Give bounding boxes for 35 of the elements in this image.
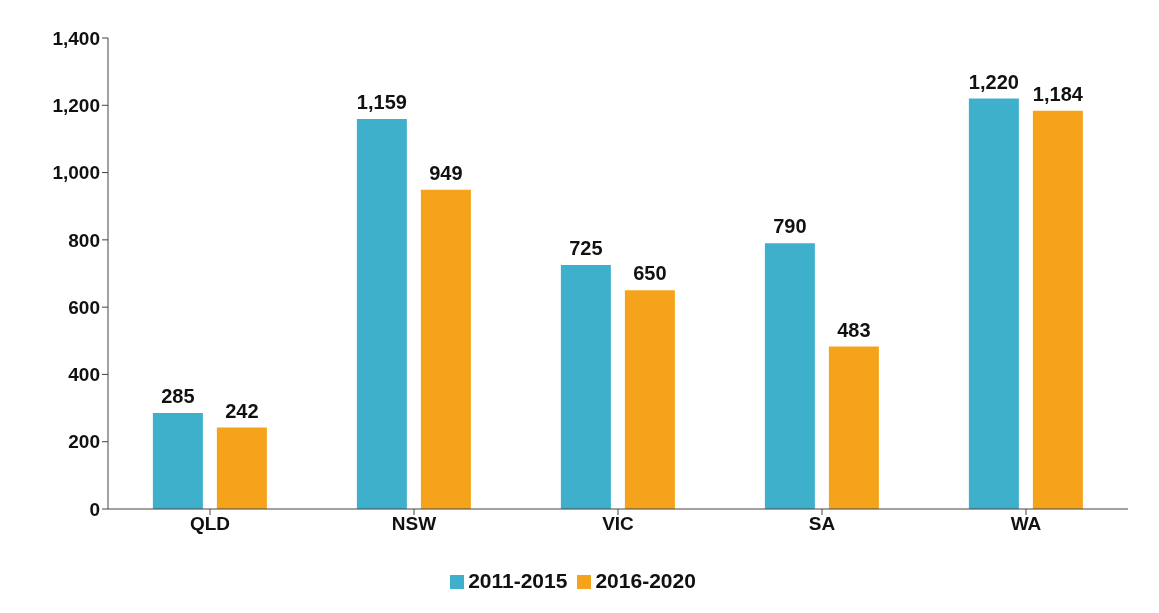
y-tick-label: 200 [68,431,100,453]
data-label: 1,159 [356,91,407,114]
y-tick-label: 1,000 [52,162,100,184]
y-tick-label: 400 [68,364,100,386]
bar [968,98,1019,509]
bar [560,265,611,509]
data-label: 650 [633,262,667,285]
y-tick-label: 600 [68,296,100,318]
bar [420,189,471,509]
bar [828,346,879,509]
y-tick-label: 0 [89,498,100,520]
x-tick-label: WA [1010,513,1042,535]
data-label: 242 [225,399,259,422]
data-label: 790 [773,215,807,238]
y-tick-label: 1,400 [52,27,100,49]
bar [764,243,815,509]
bar [152,413,203,509]
bar [624,290,675,509]
x-tick-label: QLD [189,513,231,535]
y-tick-label: 1,200 [52,95,100,117]
data-label: 725 [569,237,603,260]
data-label: 483 [837,318,871,341]
x-tick-label: SA [808,513,836,535]
data-label: 285 [161,385,195,408]
data-label: 949 [429,161,463,184]
bar [1032,110,1083,509]
data-label: 1,220 [968,70,1019,93]
x-tick-label: NSW [391,513,437,535]
data-label: 1,184 [1032,82,1084,105]
x-tick-label: VIC [602,513,635,535]
y-tick-label: 800 [68,229,100,251]
bar [216,427,267,509]
legend-label: 2016-2020 [595,569,696,592]
bar [356,119,407,509]
legend-label: 2011-2015 [468,569,568,592]
